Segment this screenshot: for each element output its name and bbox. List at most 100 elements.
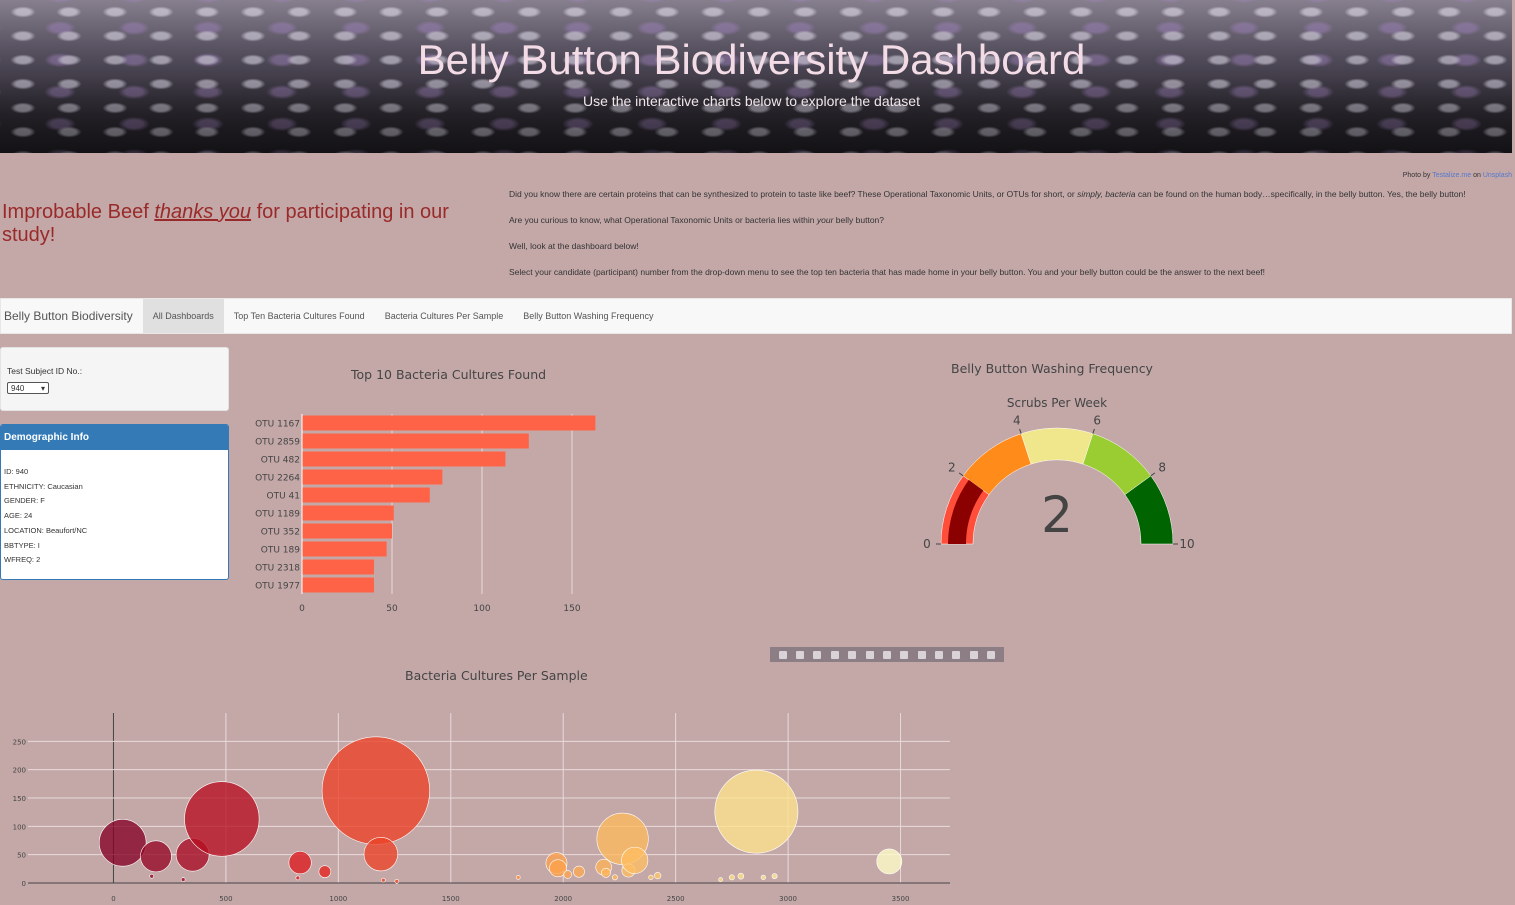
gauge-title: Belly Button Washing Frequency	[951, 361, 1153, 376]
gauge-tick-label: 0	[923, 537, 931, 551]
intro-p1-emph: simply, bacteria	[1077, 189, 1136, 199]
bubble-point	[321, 736, 430, 845]
bar-category-label: OTU 41	[267, 492, 300, 502]
bar-category-label: OTU 2318	[255, 564, 300, 574]
nav-all-dashboards[interactable]: All Dashboards	[142, 299, 224, 333]
credit-site-link[interactable]: Unsplash	[1482, 172, 1512, 179]
bar	[302, 451, 506, 467]
hover-closest-icon[interactable]	[952, 650, 961, 659]
bubble-y-tick-label: 100	[13, 823, 26, 831]
intro-paragraph-2: Are you curious to know, what Operationa…	[509, 214, 1504, 227]
bubble-x-tick-label: 500	[219, 895, 232, 903]
bubble-chart: 0 500 1000 1500 2000 2500 3000 3500 0 50 100 150 200…	[13, 713, 950, 903]
nav-bacteria-per-sample[interactable]: Bacteria Cultures Per Sample	[384, 311, 504, 321]
bar-x-tick-label: 150	[563, 604, 580, 614]
zoom-icon[interactable]	[796, 650, 805, 659]
intro-paragraph-4: Select your candidate (participant) numb…	[509, 267, 1266, 277]
test-subject-label: Test Subject ID No.:	[7, 366, 83, 376]
spike-lines-icon[interactable]	[935, 650, 944, 659]
bubble-point	[718, 877, 723, 882]
bar-category-label: OTU 482	[261, 456, 300, 466]
bubble-y-tick-label: 150	[13, 795, 26, 803]
camera-icon[interactable]	[778, 650, 787, 659]
navbar: Belly Button Biodiversity All Dashboards…	[0, 298, 1512, 334]
bubble-y-tick-label: 200	[13, 767, 26, 775]
gauge-value: 2	[1041, 486, 1073, 544]
bar-category-label: OTU 1167	[255, 420, 300, 430]
bubble-x-tick-label: 1000	[329, 895, 347, 903]
bubble-point	[515, 875, 521, 880]
demo-line: ETHNICITY: Caucasian	[4, 481, 83, 491]
demo-line: LOCATION: Beaufort/NC	[4, 525, 88, 535]
bubble-point	[563, 870, 572, 879]
bar	[302, 415, 596, 431]
chart-modebar[interactable]	[770, 647, 1004, 662]
intro-p1-a: Did you know there are certain proteins …	[509, 189, 1078, 199]
box-select-icon[interactable]	[830, 650, 839, 659]
bar-x-tick-label: 0	[299, 604, 305, 614]
bubble-point	[648, 874, 654, 880]
gauge-tick	[1019, 428, 1022, 434]
bar	[302, 559, 374, 575]
gauge-step	[1020, 427, 1094, 465]
credit-prefix: Photo by	[1402, 172, 1431, 179]
hover-compare-icon[interactable]	[969, 650, 978, 659]
bubble-x-tick-label: 3000	[779, 895, 797, 903]
bar	[302, 433, 529, 449]
demo-line: BBTYPE: I	[4, 540, 40, 550]
bubble-point	[295, 875, 301, 881]
bubble-y-tick-label: 50	[17, 852, 26, 860]
bubble-point	[98, 819, 147, 867]
intro-paragraph-3: Well, look at the dashboard below!	[509, 241, 639, 251]
page-title: Belly Button Biodiversity Dashboard	[417, 36, 1086, 83]
chevron-down-icon: ▾	[40, 383, 45, 393]
intro-p2-emph: your	[816, 215, 834, 225]
bar-category-label: OTU 2264	[255, 474, 300, 484]
bar	[302, 487, 430, 503]
intro-paragraph-1: Did you know there are certain proteins …	[509, 188, 1504, 201]
bubble-point	[288, 851, 312, 875]
thanks-post: for participating in our study!	[2, 201, 449, 246]
bubble-point	[140, 840, 172, 873]
bubble-point	[654, 872, 662, 880]
bubble-x-tick-label: 3500	[892, 895, 910, 903]
bubble-point	[381, 877, 386, 883]
bubble-point	[771, 873, 778, 880]
bubble-x-tick-label: 0	[111, 895, 115, 903]
pan-icon[interactable]	[813, 650, 822, 659]
lasso-icon[interactable]	[848, 650, 857, 659]
bar-x-tick-label: 100	[473, 604, 490, 614]
bubble-point	[318, 865, 332, 878]
autoscale-icon[interactable]	[900, 650, 909, 659]
bar-category-label: OTU 2859	[255, 438, 300, 448]
test-subject-panel: Test Subject ID No.: 940 ▾	[0, 347, 229, 411]
gauge-tick-label: 2	[948, 461, 956, 475]
demographic-title: Demographic Info	[1, 425, 228, 450]
bubble-point	[363, 836, 398, 872]
bar	[302, 505, 394, 521]
bar-category-label: OTU 352	[261, 528, 300, 538]
nav-top-ten-bacteria[interactable]: Top Ten Bacteria Cultures Found	[233, 311, 365, 321]
nav-washing-frequency[interactable]: Belly Button Washing Frequency	[523, 311, 654, 321]
bubble-point	[611, 874, 618, 881]
bubble-point	[184, 781, 260, 857]
zoom-out-icon[interactable]	[882, 650, 891, 659]
bar-chart: 0 50 100 150 OTU 1167 OTU 2859 OTU 482 OTU 2264…	[255, 414, 596, 614]
bubble-point	[621, 846, 649, 874]
demo-line: ID: 940	[4, 467, 29, 476]
intro-p1-b: can be found on the human body…specifica…	[1135, 189, 1466, 199]
plotly-logo-icon[interactable]	[987, 650, 996, 659]
zoom-in-icon[interactable]	[865, 650, 874, 659]
bubble-point	[573, 865, 585, 878]
home-icon[interactable]	[917, 650, 926, 659]
photo-credit: Photo by Testalize.me on Unsplash	[1403, 172, 1512, 179]
bubble-point	[760, 874, 766, 880]
bubble-point	[728, 874, 735, 881]
demo-line: AGE: 24	[4, 511, 33, 521]
gauge-tick-label: 10	[1179, 537, 1194, 551]
navbar-brand[interactable]: Belly Button Biodiversity	[4, 309, 133, 323]
gauge-value-bar	[948, 479, 984, 544]
gauge-subtitle: Scrubs Per Week	[1007, 396, 1107, 410]
test-subject-select[interactable]: 940 ▾	[7, 382, 49, 394]
credit-author-link[interactable]: Testalize.me	[1432, 172, 1472, 179]
